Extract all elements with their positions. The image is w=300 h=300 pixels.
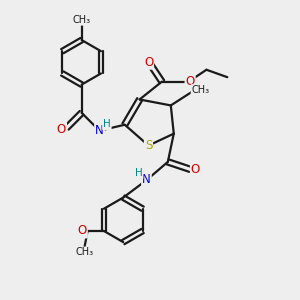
- Text: O: O: [78, 224, 87, 238]
- Text: N: N: [95, 124, 104, 137]
- Text: CH₃: CH₃: [191, 85, 210, 95]
- Text: O: O: [191, 163, 200, 176]
- Text: O: O: [144, 56, 153, 69]
- Text: N: N: [142, 173, 151, 186]
- Text: H: H: [103, 119, 111, 129]
- Text: O: O: [185, 75, 195, 88]
- Text: CH₃: CH₃: [73, 15, 91, 25]
- Text: H: H: [135, 168, 142, 178]
- Text: O: O: [57, 123, 66, 136]
- Text: CH₃: CH₃: [76, 248, 94, 257]
- Text: S: S: [145, 139, 152, 152]
